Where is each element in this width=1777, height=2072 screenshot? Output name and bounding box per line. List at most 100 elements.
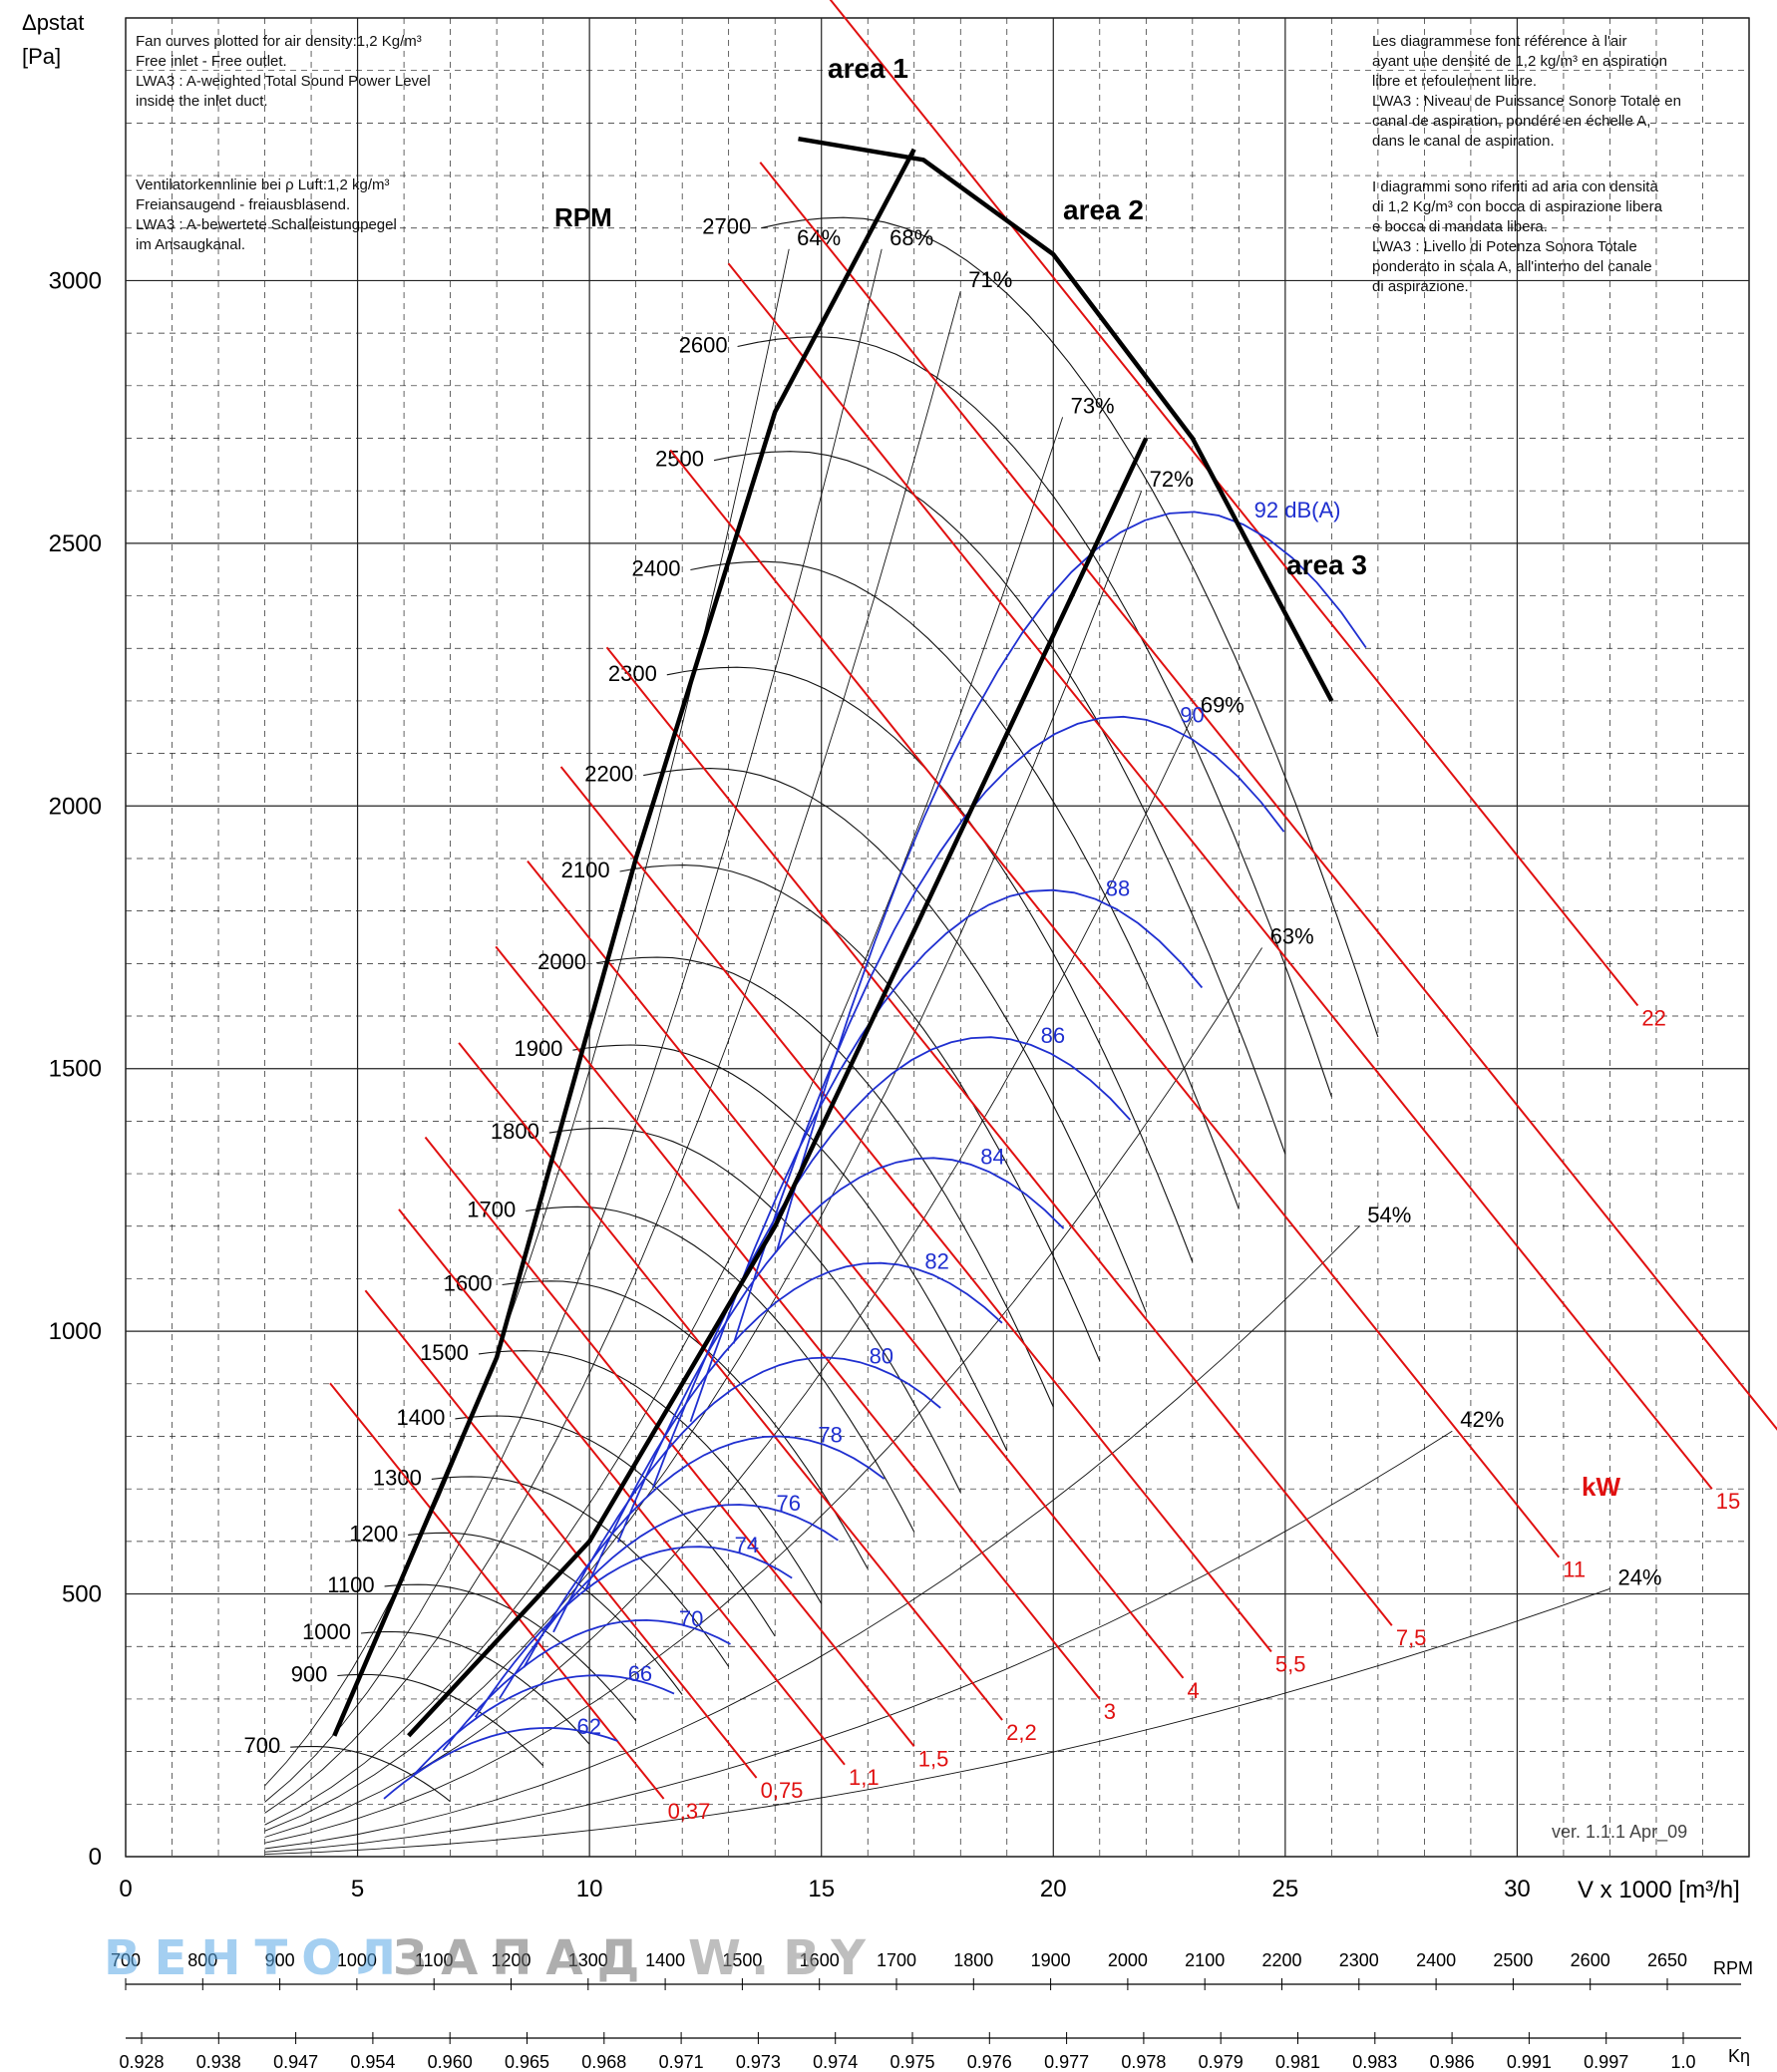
power-curve-label: 7,5	[1396, 1625, 1427, 1650]
rpm-curve	[431, 1476, 730, 1667]
rpm-curve-label: 1100	[327, 1572, 374, 1597]
rpm-scale-label: 2400	[1416, 1950, 1456, 1970]
k-scale-label: 0.974	[813, 2052, 858, 2072]
area1-label: area 1	[828, 53, 908, 84]
system-line	[264, 716, 1194, 1838]
area-boundary	[332, 148, 916, 1737]
k-scale-label: 0.986	[1430, 2052, 1475, 2072]
k-scale-label: 0.991	[1507, 2052, 1552, 2072]
area2-label: area 2	[1063, 194, 1144, 225]
rpm-curve-label: 1000	[302, 1619, 351, 1644]
k-scale-label: 1.0	[1670, 2052, 1695, 2072]
power-curve-label: 0,37	[668, 1799, 711, 1824]
note-french: Les diagrammese font référence à l'air a…	[1372, 33, 1681, 150]
rpm-label: RPM	[554, 202, 612, 232]
rpm-curve-label: 2700	[702, 214, 751, 239]
k-scale-label: 0.968	[581, 2052, 626, 2072]
rpm-curve	[455, 1415, 776, 1637]
power-curve	[669, 449, 1561, 1558]
rpm-scale-label: 1500	[722, 1950, 762, 1970]
k-scale-label: Kη	[1728, 2046, 1750, 2066]
rpm-curve-label: 1500	[420, 1340, 469, 1365]
system-line	[264, 947, 1262, 1844]
rpm-curve-label: 1300	[373, 1465, 422, 1490]
power-curve-label: 4	[1188, 1678, 1200, 1703]
rpm-curve	[761, 216, 1379, 1038]
sound-curve-label: 92 dB(A)	[1254, 498, 1341, 522]
power-curve-label: 15	[1716, 1489, 1740, 1514]
y-axis-unit: [Pa]	[22, 44, 61, 69]
rpm-curve	[478, 1350, 823, 1604]
watermark-mid: ЗАПАД	[393, 1930, 654, 1986]
sound-curve-label: 84	[980, 1144, 1004, 1169]
rpm-scale-label: 2000	[1108, 1950, 1148, 1970]
power-curve-label: 2,2	[1006, 1720, 1037, 1745]
rpm-scale-label: 2500	[1493, 1950, 1533, 1970]
efficiency-label: 24%	[1617, 1564, 1661, 1589]
power-curve	[458, 1042, 1003, 1721]
rpm-scale-label: 900	[265, 1950, 295, 1970]
k-scale-label: 0.975	[889, 2052, 934, 2072]
system-line	[264, 1225, 1360, 1850]
rpm-curve-label: 2500	[655, 447, 704, 472]
rpm-curve	[737, 336, 1332, 1098]
grid	[125, 17, 1750, 1858]
x-tick-label: 20	[1040, 1876, 1067, 1902]
sound-curve	[651, 1036, 1132, 1489]
axis-ticks: 0 5 10 15 20 25 30 0 500 1000 1500 2000 2500 3000	[49, 267, 1531, 1902]
rpm-curve-label: 1700	[467, 1198, 516, 1222]
sound-curve-label: 82	[924, 1249, 948, 1274]
rpm-curve	[502, 1280, 869, 1569]
power-curve	[759, 162, 1777, 1431]
y-tick-label: 0	[89, 1844, 102, 1871]
rpm-curve	[408, 1532, 683, 1695]
sound-curve-label: 80	[870, 1343, 893, 1368]
k-scale-label: 0.938	[196, 2052, 241, 2072]
k-scale-label: 0.979	[1199, 2052, 1244, 2072]
sound-curve-label: 66	[628, 1661, 652, 1686]
rpm-scale-label: 1200	[491, 1950, 531, 1970]
x-tick-label: 30	[1504, 1876, 1531, 1902]
rpm-scale-label: 2600	[1571, 1950, 1610, 1970]
k-scale-label: 0.973	[736, 2052, 781, 2072]
k-scale-label: 0.981	[1275, 2052, 1320, 2072]
x-tick-label: 15	[808, 1876, 835, 1902]
x-tick-label: 25	[1272, 1876, 1299, 1902]
area3-label: area 3	[1286, 549, 1367, 580]
sound-curve-label: 76	[777, 1491, 801, 1516]
k-scale-label: 0.977	[1044, 2052, 1089, 2072]
y-tick-label: 3000	[49, 267, 102, 294]
rpm-curve-label: 2000	[537, 949, 586, 974]
k-scale-label: 0.983	[1352, 2052, 1397, 2072]
rpm-scale-label: 1700	[877, 1950, 916, 1970]
efficiency-label: 42%	[1460, 1407, 1504, 1432]
rpm-scale-label: 1800	[953, 1950, 993, 1970]
rpm-scale-label: 1400	[645, 1950, 685, 1970]
system-line	[264, 248, 790, 1787]
sound-curve	[383, 1726, 618, 1800]
rpm-scale-label: 1100	[415, 1950, 454, 1970]
rpm-curve-label: 2400	[631, 556, 680, 581]
rpm-curve-label: 1200	[349, 1521, 398, 1546]
efficiency-label: 73%	[1071, 393, 1115, 418]
sound-curve	[584, 1261, 1003, 1590]
efficiency-label: 72%	[1150, 467, 1194, 492]
system-line	[264, 417, 1064, 1826]
k-scale-label: 0.928	[119, 2052, 164, 2072]
kw-label: kW	[1582, 1472, 1620, 1502]
area-boundaries	[332, 136, 1334, 1738]
power-curve	[495, 945, 1101, 1700]
rpm-scale-label: 1000	[337, 1950, 377, 1970]
watermark-right: W.BY	[688, 1930, 880, 1986]
efficiency-label: 54%	[1367, 1203, 1411, 1227]
area-boundary	[798, 136, 1334, 702]
sound-curve	[552, 1356, 941, 1633]
sound-curve-label: 74	[735, 1533, 759, 1557]
system-line	[264, 290, 961, 1814]
rpm-curve-label: 700	[243, 1733, 280, 1758]
rpm-scale-label: 2650	[1647, 1950, 1687, 1970]
version-label: ver. 1.1.1 Apr_09	[1552, 1822, 1687, 1843]
rpm-curve-label: 1800	[491, 1119, 539, 1144]
